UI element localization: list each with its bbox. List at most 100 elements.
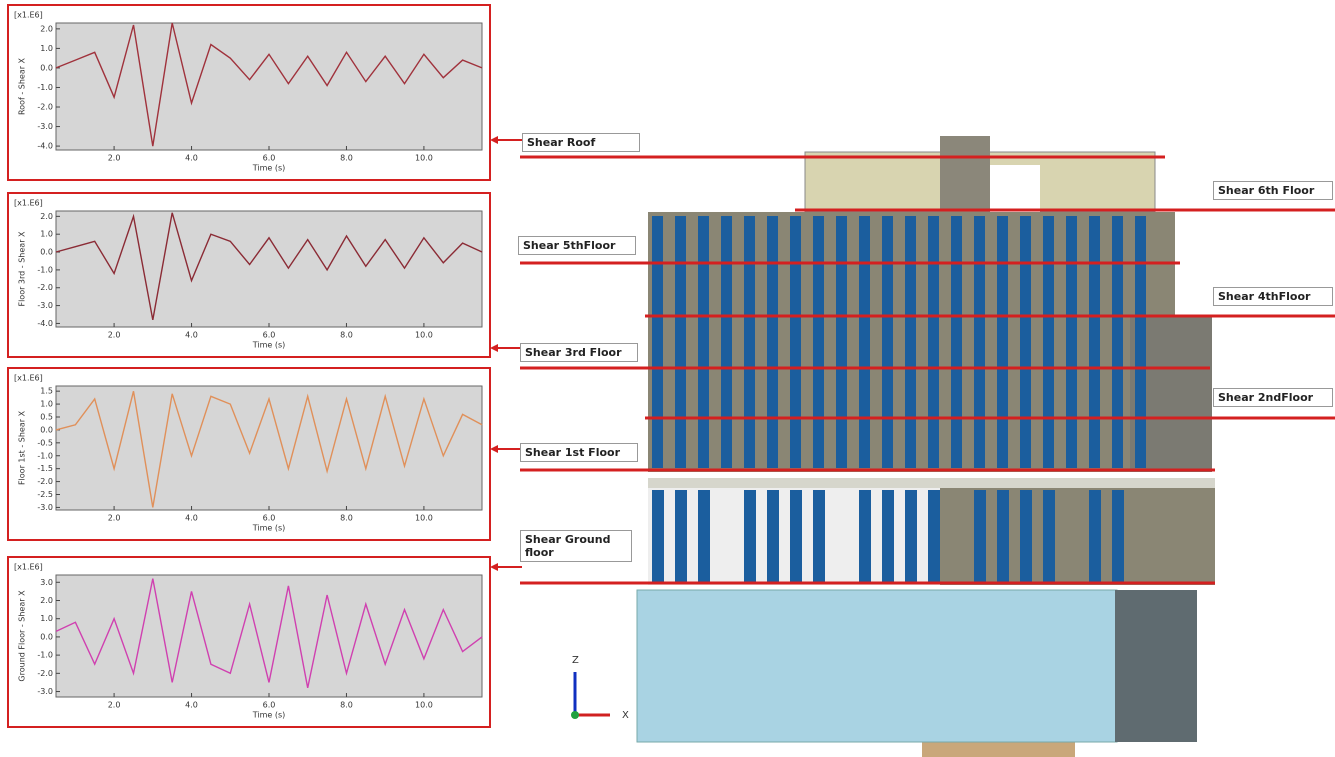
- y-tick-label: -4.0: [37, 319, 53, 328]
- column: [951, 216, 962, 468]
- column: [744, 216, 755, 468]
- x-tick-label: 2.0: [108, 701, 121, 710]
- x-tick-label: 4.0: [185, 514, 198, 523]
- y-tick-label: -3.0: [37, 503, 53, 512]
- y-tick-label: -2.5: [37, 490, 53, 499]
- y-tick-label: 2.0: [40, 24, 53, 33]
- pointer-head: [490, 445, 498, 453]
- section-label: Shear Roof: [522, 133, 640, 152]
- podium: [637, 590, 1117, 742]
- column: [1112, 216, 1123, 468]
- x-axis-label: Time (s): [252, 341, 286, 350]
- y-tick-label: 2.0: [40, 212, 53, 221]
- x-tick-label: 8.0: [340, 154, 353, 163]
- roof-opening: [990, 165, 1040, 212]
- y-axis-label: Roof - Shear X: [18, 57, 27, 115]
- triad-x-label: X: [622, 710, 629, 721]
- pointer-head: [490, 563, 498, 571]
- column: [813, 216, 824, 468]
- ground-beam: [648, 478, 1215, 488]
- column: [767, 490, 779, 582]
- column: [790, 490, 802, 582]
- y-tick-label: -1.0: [37, 451, 53, 460]
- x-axis-label: Time (s): [252, 711, 286, 720]
- x-tick-label: 4.0: [185, 701, 198, 710]
- y-axis-label: Floor 1st - Shear X: [18, 410, 27, 485]
- column: [1020, 216, 1031, 468]
- y-tick-label: 1.0: [40, 614, 53, 623]
- column: [698, 490, 710, 582]
- column: [997, 216, 1008, 468]
- x-tick-label: 10.0: [415, 154, 433, 163]
- column: [905, 216, 916, 468]
- column: [1043, 216, 1054, 468]
- column: [1135, 216, 1146, 468]
- y-tick-label: -3.0: [37, 687, 53, 696]
- y-tick-label: -3.0: [37, 122, 53, 131]
- section-label: Shear 4thFloor: [1213, 287, 1333, 306]
- column: [836, 216, 847, 468]
- x-tick-label: 10.0: [415, 331, 433, 340]
- column: [744, 490, 756, 582]
- y-tick-label: 0.5: [40, 413, 53, 422]
- column: [721, 216, 732, 468]
- y-tick-label: -2.0: [37, 477, 53, 486]
- figure-canvas: ZX[x1.E6]2.01.00.0-1.0-2.0-3.0-4.02.04.0…: [0, 0, 1335, 757]
- column: [997, 490, 1009, 582]
- y-tick-label: -1.0: [37, 83, 53, 92]
- y-tick-label: -2.0: [37, 669, 53, 678]
- scale-label: [x1.E6]: [14, 374, 43, 383]
- column: [882, 216, 893, 468]
- column: [1089, 216, 1100, 468]
- x-axis-label: Time (s): [252, 164, 286, 173]
- podium-side: [1115, 590, 1197, 742]
- column: [767, 216, 778, 468]
- y-tick-label: 3.0: [40, 578, 53, 587]
- y-tick-label: 1.5: [40, 387, 53, 396]
- column: [1112, 490, 1124, 582]
- x-axis-label: Time (s): [252, 524, 286, 533]
- scale-label: [x1.E6]: [14, 199, 43, 208]
- x-tick-label: 6.0: [263, 701, 276, 710]
- x-tick-label: 2.0: [108, 154, 121, 163]
- y-tick-label: -2.0: [37, 103, 53, 112]
- x-tick-label: 10.0: [415, 701, 433, 710]
- column: [1043, 490, 1055, 582]
- section-label: Shear 3rd Floor: [520, 343, 638, 362]
- y-tick-label: 2.0: [40, 596, 53, 605]
- x-tick-label: 4.0: [185, 154, 198, 163]
- column: [1066, 216, 1077, 468]
- y-tick-label: -2.0: [37, 283, 53, 292]
- y-tick-label: -1.5: [37, 464, 53, 473]
- y-tick-label: -3.0: [37, 301, 53, 310]
- y-tick-label: 0.0: [40, 63, 53, 72]
- y-tick-label: 1.0: [40, 44, 53, 53]
- column: [859, 490, 871, 582]
- x-tick-label: 6.0: [263, 514, 276, 523]
- x-tick-label: 6.0: [263, 154, 276, 163]
- triad-origin: [571, 711, 579, 719]
- column: [974, 490, 986, 582]
- column: [974, 216, 985, 468]
- y-tick-label: -1.0: [37, 265, 53, 274]
- column: [859, 216, 870, 468]
- y-tick-label: 0.0: [40, 248, 53, 257]
- column: [790, 216, 801, 468]
- x-tick-label: 6.0: [263, 331, 276, 340]
- column: [882, 490, 894, 582]
- section-label: Shear 6th Floor: [1213, 181, 1333, 200]
- x-tick-label: 2.0: [108, 514, 121, 523]
- column: [652, 216, 663, 468]
- column: [905, 490, 917, 582]
- column: [813, 490, 825, 582]
- column: [928, 216, 939, 468]
- section-label: Shear 2ndFloor: [1213, 388, 1333, 407]
- pointer-head: [490, 344, 498, 352]
- column: [675, 216, 686, 468]
- column: [928, 490, 940, 582]
- y-axis-label: Ground Floor - Shear X: [18, 590, 27, 682]
- y-axis-label: Floor 3rd - Shear X: [18, 231, 27, 307]
- x-tick-label: 10.0: [415, 514, 433, 523]
- plot-area: [56, 211, 482, 327]
- section-label: Shear Ground floor: [520, 530, 632, 562]
